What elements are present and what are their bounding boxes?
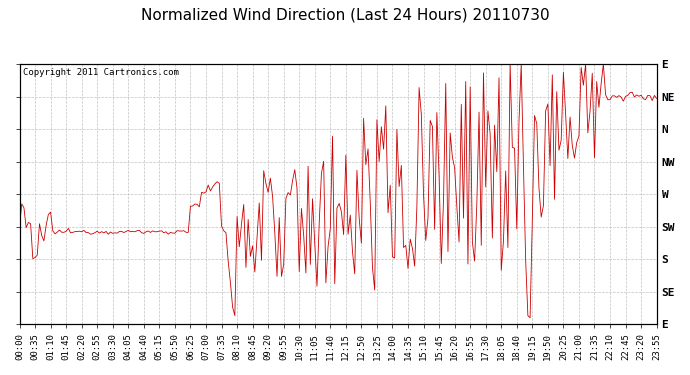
Text: Copyright 2011 Cartronics.com: Copyright 2011 Cartronics.com (23, 68, 179, 77)
Text: Normalized Wind Direction (Last 24 Hours) 20110730: Normalized Wind Direction (Last 24 Hours… (141, 8, 549, 22)
